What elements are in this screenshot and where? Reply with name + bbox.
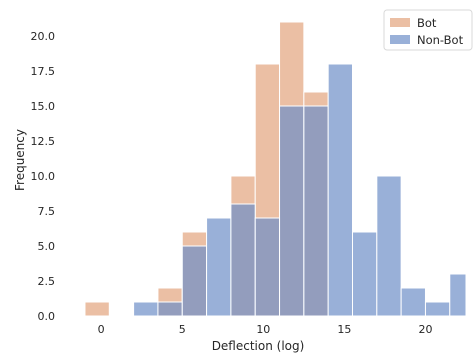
- bar-non-bot-bin-7: [254, 217, 281, 317]
- bar-non-bot-bin-4: [181, 245, 208, 317]
- y-tick-label: 2.5: [38, 275, 56, 288]
- x-axis-title: Deflection (log): [212, 339, 305, 353]
- y-tick-label: 20.0: [31, 30, 56, 43]
- bar-non-bot-bin-3: [157, 301, 183, 317]
- x-tick-label: 5: [179, 323, 186, 336]
- bar-non-bot-bin-8: [279, 105, 305, 317]
- x-axis-ticks: 0 5 10 15 20: [98, 323, 433, 336]
- bar-bot-bin-0: [84, 301, 110, 317]
- legend-label-bot: Bot: [417, 16, 437, 30]
- legend-label-non-bot: Non-Bot: [417, 33, 464, 47]
- bar-non-bot-bin-11: [352, 231, 378, 317]
- y-tick-label: 7.5: [38, 205, 56, 218]
- y-tick-label: 15.0: [31, 100, 56, 113]
- bar-non-bot-bin-6: [230, 203, 256, 317]
- y-tick-label: 17.5: [31, 65, 56, 78]
- x-tick-label: 10: [256, 323, 270, 336]
- legend-swatch-non-bot: [390, 35, 410, 44]
- x-tick-label: 20: [418, 323, 432, 336]
- bar-non-bot-bin-2: [133, 301, 159, 317]
- bar-non-bot-bin-13: [400, 287, 426, 317]
- histogram-bars: [84, 21, 467, 317]
- y-tick-label: 5.0: [38, 240, 56, 253]
- y-tick-label: 12.5: [31, 135, 56, 148]
- legend: Bot Non-Bot: [383, 9, 473, 51]
- bar-non-bot-bin-12: [376, 175, 402, 317]
- bar-non-bot-bin-14: [424, 301, 451, 317]
- y-axis-ticks: 0.0 2.5 5.0 7.5 10.0 12.5 15.0 17.5 20.0: [31, 30, 56, 323]
- bar-non-bot-bin-10: [327, 63, 354, 317]
- x-tick-label: 15: [337, 323, 351, 336]
- bar-non-bot-bin-15: [449, 273, 467, 317]
- y-tick-label: 0.0: [38, 310, 56, 323]
- bar-non-bot-bin-9: [303, 105, 329, 317]
- y-tick-label: 10.0: [31, 170, 56, 183]
- x-tick-label: 0: [98, 323, 105, 336]
- legend-swatch-bot: [390, 18, 410, 27]
- bar-non-bot-bin-5: [206, 217, 232, 317]
- y-axis-title: Frequency: [13, 129, 27, 191]
